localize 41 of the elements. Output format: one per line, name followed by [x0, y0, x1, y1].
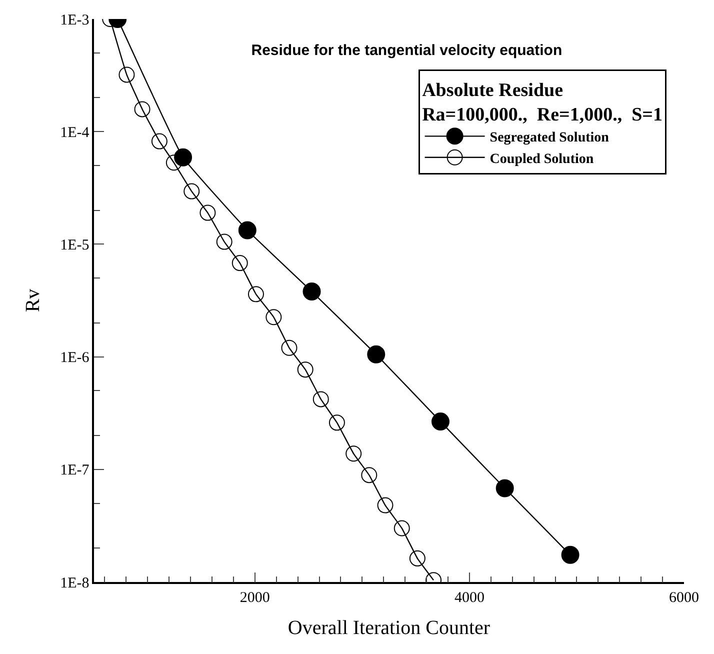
- text: Residue for the tangential velocity equation: [251, 42, 562, 59]
- y-tick-label: 1E-4: [60, 124, 90, 141]
- point: [248, 286, 264, 302]
- x-tick-label: 6000: [669, 590, 699, 606]
- point: [151, 133, 168, 150]
- point: [216, 234, 232, 250]
- point: [346, 446, 362, 462]
- point: [394, 520, 410, 536]
- point: [297, 362, 314, 378]
- point: [281, 340, 298, 356]
- y-tick-label: 1E-7: [60, 462, 90, 479]
- point: [328, 414, 345, 431]
- x-axis-title: Overall Iteration Counter: [288, 616, 490, 639]
- point: [496, 479, 514, 498]
- point: [134, 101, 150, 118]
- y-axis-title: Rv: [22, 288, 44, 312]
- point: [312, 391, 329, 408]
- y-tick-label: 1E-5: [60, 237, 90, 254]
- point: [561, 546, 580, 564]
- legend-label: Coupled Solution: [490, 152, 594, 167]
- point: [432, 412, 450, 431]
- y-tick-label: 1E-8: [60, 575, 90, 592]
- point: [174, 148, 192, 166]
- point: [200, 204, 216, 221]
- y-tick-label: 1E-3: [60, 12, 90, 28]
- point: [166, 154, 182, 171]
- point: [302, 282, 321, 301]
- y-tick-label: 1E-6: [60, 350, 90, 366]
- legend-title: Absolute Residue Ra=100,000., Re=1,000., S=1: [422, 80, 663, 126]
- point: [118, 66, 135, 83]
- point: [232, 255, 248, 272]
- x-tick-label: 4000: [454, 590, 484, 606]
- legend-label: Segregated Solution: [490, 130, 610, 146]
- point: [409, 550, 426, 566]
- point: [266, 309, 282, 326]
- point: [361, 467, 378, 484]
- x-tick-label: 2000: [240, 590, 270, 606]
- point: [367, 345, 386, 364]
- point: [238, 221, 256, 240]
- point: [184, 183, 200, 200]
- point: [377, 497, 394, 514]
